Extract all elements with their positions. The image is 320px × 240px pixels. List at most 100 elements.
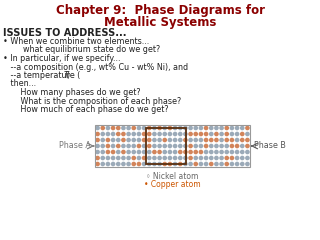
Circle shape <box>95 138 100 142</box>
Circle shape <box>147 156 152 160</box>
Circle shape <box>173 138 177 142</box>
Circle shape <box>178 138 183 142</box>
Circle shape <box>245 156 250 160</box>
Circle shape <box>183 162 188 166</box>
Circle shape <box>106 144 110 148</box>
Circle shape <box>132 156 136 160</box>
Circle shape <box>209 156 213 160</box>
Circle shape <box>106 150 110 154</box>
Circle shape <box>193 138 198 142</box>
Circle shape <box>121 156 126 160</box>
Circle shape <box>229 156 234 160</box>
Circle shape <box>100 144 105 148</box>
Circle shape <box>199 144 203 148</box>
Circle shape <box>178 126 183 130</box>
Circle shape <box>95 156 100 160</box>
Circle shape <box>183 138 188 142</box>
Circle shape <box>204 150 208 154</box>
Circle shape <box>245 126 250 130</box>
Circle shape <box>111 150 116 154</box>
Circle shape <box>142 132 147 136</box>
Circle shape <box>183 126 188 130</box>
Circle shape <box>168 162 172 166</box>
Circle shape <box>224 132 229 136</box>
Circle shape <box>214 126 219 130</box>
Circle shape <box>111 126 116 130</box>
Circle shape <box>142 144 147 148</box>
Circle shape <box>95 132 100 136</box>
Circle shape <box>121 162 126 166</box>
Text: How many phases do we get?: How many phases do we get? <box>3 88 140 97</box>
Circle shape <box>132 144 136 148</box>
Circle shape <box>178 144 183 148</box>
Circle shape <box>152 126 157 130</box>
Circle shape <box>147 132 152 136</box>
Circle shape <box>168 132 172 136</box>
Circle shape <box>209 150 213 154</box>
Circle shape <box>209 144 213 148</box>
Circle shape <box>245 132 250 136</box>
Circle shape <box>142 156 147 160</box>
Text: • Copper atom: • Copper atom <box>144 180 201 189</box>
Circle shape <box>100 126 105 130</box>
Circle shape <box>235 156 239 160</box>
Circle shape <box>219 156 224 160</box>
Circle shape <box>214 162 219 166</box>
Circle shape <box>183 144 188 148</box>
Circle shape <box>188 144 193 148</box>
Circle shape <box>224 138 229 142</box>
Circle shape <box>209 126 213 130</box>
Circle shape <box>173 150 177 154</box>
Circle shape <box>240 162 244 166</box>
Circle shape <box>209 138 213 142</box>
Circle shape <box>152 144 157 148</box>
Circle shape <box>173 144 177 148</box>
Circle shape <box>204 132 208 136</box>
Circle shape <box>214 150 219 154</box>
Circle shape <box>199 156 203 160</box>
Circle shape <box>219 150 224 154</box>
Circle shape <box>147 162 152 166</box>
Circle shape <box>157 132 162 136</box>
Circle shape <box>229 132 234 136</box>
Circle shape <box>152 156 157 160</box>
Circle shape <box>147 150 152 154</box>
Text: Metallic Systems: Metallic Systems <box>104 16 216 29</box>
Circle shape <box>214 132 219 136</box>
Circle shape <box>204 144 208 148</box>
Circle shape <box>116 126 121 130</box>
Circle shape <box>193 126 198 130</box>
Circle shape <box>168 144 172 148</box>
Circle shape <box>199 150 203 154</box>
Circle shape <box>193 162 198 166</box>
Circle shape <box>178 162 183 166</box>
Circle shape <box>168 150 172 154</box>
Circle shape <box>183 156 188 160</box>
Circle shape <box>142 126 147 130</box>
Circle shape <box>229 162 234 166</box>
Circle shape <box>235 150 239 154</box>
Text: Chapter 9:  Phase Diagrams for: Chapter 9: Phase Diagrams for <box>55 4 265 17</box>
Circle shape <box>132 126 136 130</box>
Circle shape <box>137 126 141 130</box>
Circle shape <box>168 126 172 130</box>
Circle shape <box>111 138 116 142</box>
Text: ◦ Nickel atom: ◦ Nickel atom <box>146 172 199 181</box>
Circle shape <box>137 150 141 154</box>
Circle shape <box>142 150 147 154</box>
Circle shape <box>245 138 250 142</box>
Circle shape <box>235 162 239 166</box>
Circle shape <box>137 138 141 142</box>
Circle shape <box>209 132 213 136</box>
Circle shape <box>224 150 229 154</box>
Text: then...: then... <box>3 79 36 89</box>
Circle shape <box>173 156 177 160</box>
Circle shape <box>188 132 193 136</box>
Circle shape <box>240 144 244 148</box>
Circle shape <box>100 162 105 166</box>
Circle shape <box>188 126 193 130</box>
Circle shape <box>95 162 100 166</box>
Circle shape <box>121 144 126 148</box>
Circle shape <box>152 132 157 136</box>
Circle shape <box>116 150 121 154</box>
